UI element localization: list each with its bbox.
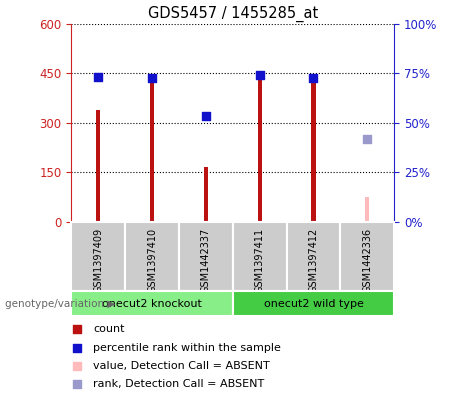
Bar: [258, 72, 262, 222]
Point: [364, 136, 371, 143]
Bar: [179, 222, 233, 291]
Text: onecut2 wild type: onecut2 wild type: [264, 299, 363, 309]
Bar: [340, 222, 394, 291]
Point: [202, 113, 210, 119]
Bar: [204, 167, 208, 222]
Bar: [311, 80, 316, 222]
Text: GSM1442337: GSM1442337: [201, 228, 211, 293]
Point: [148, 75, 156, 81]
Text: GSM1397409: GSM1397409: [93, 228, 103, 293]
Bar: [125, 222, 179, 291]
Bar: [71, 222, 125, 291]
Text: value, Detection Call = ABSENT: value, Detection Call = ABSENT: [93, 361, 270, 371]
Bar: [233, 291, 394, 316]
Title: GDS5457 / 1455285_at: GDS5457 / 1455285_at: [148, 6, 318, 22]
Text: onecut2 knockout: onecut2 knockout: [102, 299, 202, 309]
Point: [310, 75, 317, 81]
Point: [317, 106, 325, 112]
Point: [256, 72, 263, 78]
Text: GSM1397411: GSM1397411: [254, 228, 265, 293]
Bar: [233, 222, 287, 291]
Bar: [96, 110, 100, 222]
Text: rank, Detection Call = ABSENT: rank, Detection Call = ABSENT: [93, 379, 264, 389]
Bar: [365, 197, 369, 222]
Text: count: count: [93, 324, 124, 334]
Bar: [71, 291, 233, 316]
Point: [95, 73, 102, 80]
Bar: [150, 80, 154, 222]
Text: GSM1397410: GSM1397410: [147, 228, 157, 293]
Point: [317, 271, 325, 277]
Bar: [287, 222, 340, 291]
Text: percentile rank within the sample: percentile rank within the sample: [93, 343, 281, 353]
Text: GSM1442336: GSM1442336: [362, 228, 372, 293]
Text: genotype/variation ▶: genotype/variation ▶: [5, 299, 115, 309]
Text: GSM1397412: GSM1397412: [308, 228, 319, 293]
